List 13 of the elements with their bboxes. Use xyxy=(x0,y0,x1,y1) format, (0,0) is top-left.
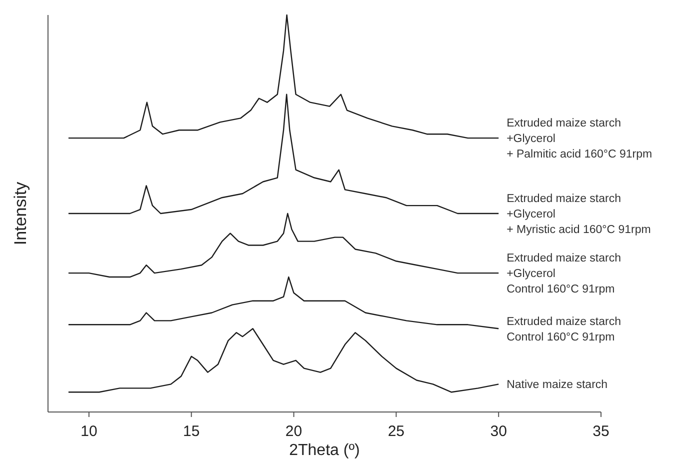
x-tick-label: 25 xyxy=(388,423,405,440)
series-label: Extruded maize starch +Glycerol + Myristic acid 160°C 91rpm xyxy=(506,193,651,236)
x-tick-label: 10 xyxy=(80,423,98,440)
y-axis-title: Intensity xyxy=(11,181,30,246)
x-axis-title: 2Theta (º) xyxy=(289,442,360,459)
series-label: Native maize starch xyxy=(506,379,608,392)
x-tick-label: 20 xyxy=(285,423,302,440)
x-tick-label: 35 xyxy=(592,423,610,440)
series-label: Extruded maize starch +Glycerol + Palmitic acid 160°C 91rpm xyxy=(506,118,652,161)
series-label: Extruded maize starch Control 160°C 91rpm xyxy=(506,316,622,344)
x-tick-label: 30 xyxy=(490,423,507,440)
series-label: Extruded maize starch +Glycerol Control 160°C 91rpm xyxy=(506,252,622,296)
x-tick-label: 15 xyxy=(183,423,200,440)
